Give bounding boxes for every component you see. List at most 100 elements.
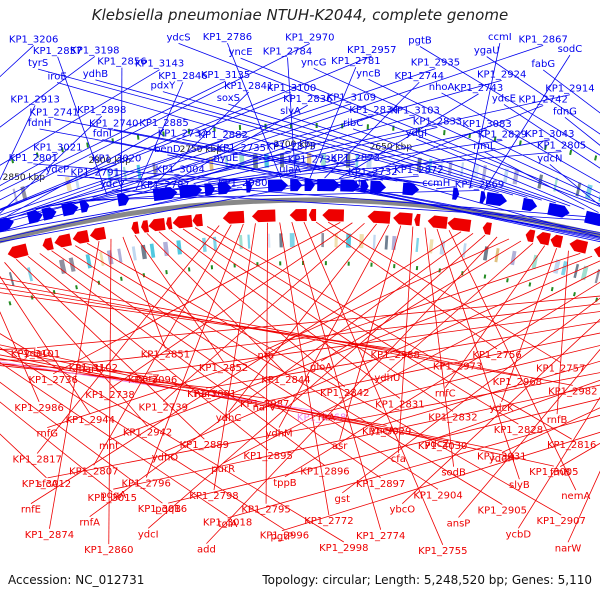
forward-leader-line [356, 188, 600, 243]
forward-gene-label: ulaA [279, 164, 301, 175]
forward-gene-arrow [584, 210, 600, 227]
reverse-gene-label: gst [335, 494, 351, 505]
genome-backbone [0, 197, 600, 244]
forward-leader-line [165, 178, 267, 192]
highlighted-gene-label: KP1_6068 [297, 413, 346, 424]
reverse-gene-arrow [89, 226, 107, 241]
forward-leader-line [0, 94, 571, 221]
feature-strip-inner [359, 234, 364, 249]
reverse-gene-label: ydhO [152, 452, 179, 463]
reverse-gene-label: KP1_2738 [85, 390, 134, 401]
forward-leader-line [483, 54, 571, 191]
feature-strip-inner [176, 240, 182, 255]
reverse-gene-label: ydgG [24, 348, 50, 359]
reverse-gene-label: KP1_2944 [66, 415, 115, 426]
reverse-gene-label: sodB [441, 468, 466, 479]
scale-tick-inner [120, 276, 123, 281]
reverse-leader-line [387, 242, 534, 373]
feature-strip-inner [531, 254, 539, 270]
reverse-leader-line [122, 236, 166, 349]
reverse-gene-label: KP1_2905 [478, 505, 527, 516]
feature-strip-outer [472, 163, 480, 179]
reverse-gene-label: KP1_2895 [243, 451, 292, 462]
forward-gene-label: KP1_2867 [518, 34, 567, 45]
reverse-gene-label: rnfB [547, 415, 568, 426]
reverse-leader-line [49, 240, 100, 529]
feature-strip-outer [20, 186, 28, 201]
reverse-gene-label: KP1_2904 [413, 490, 462, 501]
reverse-gene-arrow [42, 237, 54, 251]
forward-leader-line [0, 164, 117, 211]
feature-strip-inner [99, 251, 105, 266]
scale-tick [544, 144, 547, 151]
reverse-gene-label: yddH [489, 454, 515, 465]
reverse-leader-line [113, 384, 600, 490]
feature-strip-outer [503, 168, 509, 183]
reverse-leader-line [0, 292, 396, 350]
reverse-gene-arrow [569, 239, 589, 254]
reverse-gene-label: KP1_2798 [189, 491, 238, 502]
reverse-leader-line [39, 253, 326, 467]
reverse-leader-line [0, 344, 554, 467]
forward-gene-label: KP1_2875 [267, 141, 316, 152]
reverse-gene-label: KP1_2831 [375, 399, 424, 410]
reverse-leader-line [265, 238, 510, 351]
reverse-gene-arrow [414, 213, 421, 227]
forward-leader-line [102, 139, 600, 235]
forward-leader-line [0, 80, 226, 192]
reverse-gene-label: rnfG [36, 429, 58, 440]
forward-gene-label: KP1_2791 [71, 168, 120, 179]
forward-gene-label: ydhB [83, 69, 109, 80]
forward-leader-line [324, 81, 420, 179]
reverse-leader-line [30, 231, 462, 504]
reverse-leader-line [206, 226, 572, 440]
scale-label: 2800 kbp [88, 156, 131, 166]
reverse-leader-line [47, 372, 600, 479]
forward-leader-line [290, 116, 557, 204]
forward-gene-label: KP1_2957 [347, 45, 396, 56]
reverse-leader-line [567, 470, 600, 543]
forward-gene-label: KP1_2741 [29, 108, 78, 119]
forward-leader-line [208, 139, 503, 183]
forward-gene-label: KP1_2872 [394, 165, 443, 176]
forward-gene-label: ydcE [492, 93, 516, 104]
reverse-gene-label: rnfA [79, 518, 100, 529]
forward-gene-label: KP1_2737 [158, 128, 207, 139]
forward-gene-arrow [267, 179, 289, 192]
forward-gene-label: KP1_2980 [218, 178, 267, 189]
forward-gene-label: KP1_2885 [139, 118, 188, 129]
forward-gene-label: KP1_2913 [10, 94, 59, 105]
reverse-leader-line [93, 224, 232, 466]
forward-leader-line [38, 68, 499, 194]
scale-tick-inner [550, 286, 554, 292]
reverse-gene-label: KP1_2817 [12, 454, 61, 465]
reverse-leader-line [0, 365, 212, 389]
reverse-gene-label: KP1_3031 [477, 452, 526, 463]
forward-gene-label: soxS [217, 93, 240, 104]
reverse-gene-label: KP1_2757 [536, 364, 585, 375]
reverse-gene-label: KP1_2842 [320, 388, 369, 399]
scale-tick [518, 140, 522, 146]
feature-strip-inner [560, 260, 568, 276]
forward-gene-label: ccmI [488, 32, 512, 43]
forward-gene-label: KP1_2869 [455, 180, 504, 191]
reverse-leader-line [0, 277, 573, 386]
reverse-leader-line [458, 348, 600, 518]
feature-strip-outer [64, 176, 72, 192]
reverse-gene-label: KP1_3012 [22, 479, 71, 490]
reverse-gene-label: cfa [391, 454, 406, 465]
reverse-gene-label: KP1_2828 [494, 425, 543, 436]
reverse-leader-line [194, 227, 519, 425]
forward-leader-line [0, 105, 36, 181]
forward-leader-line [0, 116, 416, 232]
reverse-gene-arrow [322, 209, 345, 222]
forward-leader-line [486, 56, 600, 135]
reverse-gene-label: asr [332, 441, 348, 452]
reverse-gene-arrow [141, 220, 150, 233]
reverse-leader-line [4, 262, 148, 427]
reverse-leader-line [397, 226, 414, 454]
feature-strip-outer [575, 182, 582, 197]
scale-tick-inner [483, 274, 487, 279]
forward-gene-label: KP1_3135 [201, 70, 250, 81]
scale-tick [60, 147, 64, 153]
